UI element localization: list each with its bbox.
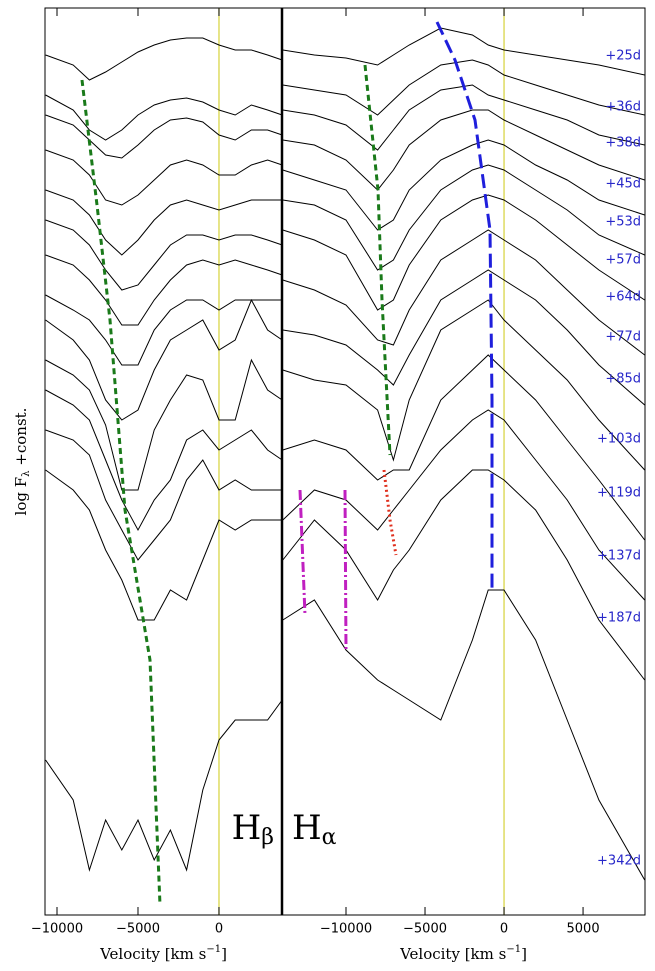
epoch-label: +45d (605, 177, 641, 192)
epoch-label: +342d (597, 854, 641, 869)
spectrum (282, 589, 646, 881)
velocity-track (298, 489, 307, 616)
line-annotation-sub: α (322, 825, 337, 850)
spectrum (45, 189, 283, 256)
spectrum (45, 219, 283, 291)
x-axis-label-end: ] (221, 945, 227, 963)
x-axis-label: Velocity [km s−1] (399, 944, 527, 964)
line-annotation: Hα (292, 808, 337, 850)
spectrum (282, 469, 646, 681)
velocity-track (435, 21, 494, 590)
spectrum (282, 27, 645, 76)
velocity-track (80, 79, 162, 906)
epoch-label: +53d (605, 215, 641, 230)
epoch-label: +64d (605, 290, 641, 305)
velocity-track (363, 64, 392, 456)
x-tick-label: 0 (500, 922, 508, 937)
x-axis-label-sup: −1 (206, 944, 221, 955)
epoch-label: +25d (605, 49, 641, 64)
y-axis-label-end: +const. (12, 408, 30, 471)
x-tick-label: −10000 (31, 922, 83, 937)
x-tick-label: −5000 (403, 922, 447, 937)
spectrum (282, 354, 646, 541)
line-annotation-text: H (232, 808, 262, 848)
line-annotation-sub: β (261, 825, 274, 850)
spectrum (282, 299, 646, 471)
spectrum (282, 84, 645, 151)
x-tick-label: 0 (215, 922, 223, 937)
spectrum (45, 389, 283, 532)
spectrum (282, 409, 646, 601)
x-axis-label: Velocity [km s−1] (99, 944, 227, 964)
x-tick-label: 5000 (567, 922, 600, 937)
velocity-track (382, 469, 398, 556)
velocity-track (343, 489, 348, 651)
spectrum (45, 358, 283, 491)
spectrum (45, 298, 283, 421)
x-axis-label-text: Velocity [km s (399, 945, 506, 963)
y-axis-label: log Fλ +const. (12, 408, 32, 516)
epoch-label: +85d (605, 372, 641, 387)
x-axis-label-sup: −1 (506, 944, 521, 955)
plot-frame (44, 7, 283, 916)
spectrum (45, 294, 283, 366)
epoch-label: +38d (605, 136, 641, 151)
spectrum (282, 194, 645, 311)
x-tick-label: −5000 (116, 922, 160, 937)
spectrum (282, 109, 645, 191)
spectrum (45, 429, 283, 561)
epoch-label: +119d (597, 486, 641, 501)
y-axis-label-sub: λ (21, 470, 32, 477)
x-tick-label: −10000 (320, 922, 372, 937)
spectrum (282, 139, 645, 231)
spectrum (45, 37, 283, 81)
spectrum (45, 94, 283, 141)
epoch-label: +103d (597, 432, 641, 447)
spectrum (45, 469, 283, 621)
spectrum (45, 699, 283, 872)
spectrum (45, 254, 283, 326)
x-axis-label-end: ] (521, 945, 527, 963)
epoch-label: +57d (605, 253, 641, 268)
line-annotation: Hβ (232, 808, 274, 850)
spectrum (282, 269, 646, 406)
epoch-label: +36d (605, 100, 641, 115)
spectrum (282, 229, 646, 356)
spectrum (282, 164, 645, 271)
epoch-label: +137d (597, 549, 641, 564)
spectrum (45, 149, 283, 206)
y-axis-label-text: log F (12, 477, 30, 516)
line-annotation-text: H (292, 808, 322, 848)
epoch-label: +187d (597, 611, 641, 626)
spectrum (45, 114, 283, 159)
x-axis-label-text: Velocity [km s (99, 945, 206, 963)
epoch-label: +77d (605, 330, 641, 345)
